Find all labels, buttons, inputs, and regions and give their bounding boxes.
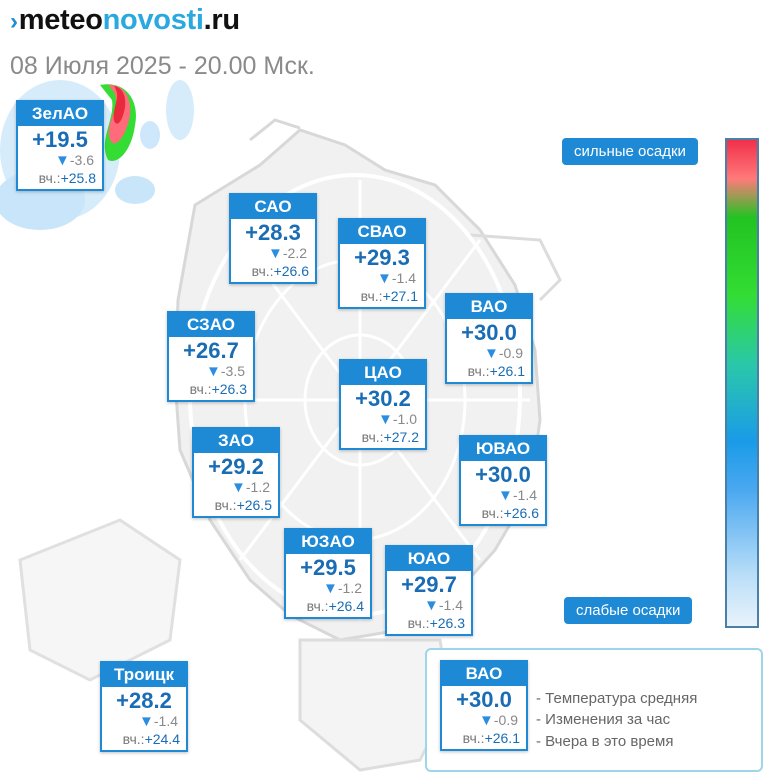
forecast-date: 08 Июля 2025 - 20.00 Мск. [10,52,315,80]
district-temperature: +30.0 [461,320,517,345]
down-triangle-icon: ▼ [139,713,154,730]
district-name: ЗелАО [18,102,102,126]
district-name: СВАО [340,220,424,244]
district-temperature: +29.2 [208,454,264,479]
district-card-yuzao: ЮЗАО +29.5 ▼-1.2 вч.:+26.4 [284,528,372,619]
down-triangle-icon: ▼ [484,345,499,362]
district-name: ЮАО [387,547,471,571]
district-card-svao: СВАО +29.3 ▼-1.4 вч.:+27.1 [338,218,426,309]
scale-label-strong: сильные осадки [562,138,698,165]
district-yesterday: вч.:+26.1 [467,363,525,379]
district-temperature: +28.2 [116,688,172,713]
district-name: СЗАО [169,313,253,337]
legend-sample-card: ВАО +30.0 ▼-0.9 вч.:+26.1 [440,660,528,751]
district-yesterday: вч.:+26.6 [251,263,309,279]
district-change: ▼-3.6 [55,152,94,169]
district-change: ▼-1.4 [498,487,537,504]
district-change: ▼-1.2 [323,580,362,597]
district-change: ▼-1.4 [377,270,416,287]
district-card-cao: ЦАО +30.2 ▼-1.0 вч.:+27.2 [339,359,427,450]
district-temperature: +29.7 [401,572,457,597]
district-card-yuao: ЮАО +29.7 ▼-1.4 вч.:+26.3 [385,545,473,636]
district-temperature: +30.2 [355,386,411,411]
district-name: ЦАО [341,361,425,385]
district-temperature: +28.3 [245,220,301,245]
down-triangle-icon: ▼ [268,245,283,262]
district-change: ▼-1.2 [231,479,270,496]
district-card-yuvao: ЮВАО +30.0 ▼-1.4 вч.:+26.6 [459,435,547,526]
down-triangle-icon: ▼ [231,479,246,496]
district-name: ВАО [447,295,531,319]
district-card-sao: САО +28.3 ▼-2.2 вч.:+26.6 [229,193,317,284]
district-temperature: +30.0 [456,687,512,712]
district-yesterday: вч.:+26.1 [462,730,520,746]
district-name: Троицк [102,663,186,687]
district-card-szao: СЗАО +26.7 ▼-3.5 вч.:+26.3 [167,311,255,402]
down-triangle-icon: ▼ [55,152,70,169]
down-triangle-icon: ▼ [378,411,393,428]
down-triangle-icon: ▼ [498,487,513,504]
site-logo[interactable]: ›meteonovosti.ru [10,4,240,36]
district-card-zelao: ЗелАО +19.5 ▼-3.6 вч.:+25.8 [16,100,104,191]
down-triangle-icon: ▼ [323,580,338,597]
district-name: ЮЗАО [286,530,370,554]
district-yesterday: вч.:+26.5 [214,497,272,513]
down-triangle-icon: ▼ [377,270,392,287]
district-name: САО [231,195,315,219]
down-triangle-icon: ▼ [424,597,439,614]
district-temperature: +29.3 [354,245,410,270]
district-yesterday: вч.:+26.3 [407,615,465,631]
district-yesterday: вч.:+26.6 [481,505,539,521]
scale-label-weak: слабые осадки [564,597,693,624]
logo-chevron-icon: › [10,8,18,35]
district-change: ▼-0.9 [484,345,523,362]
district-yesterday: вч.:+27.1 [360,288,418,304]
legend-text-yesterday: - Вчера в это время [536,733,674,750]
district-yesterday: вч.:+25.8 [38,170,96,186]
district-change: ▼-1.0 [378,411,417,428]
down-triangle-icon: ▼ [206,363,221,380]
district-yesterday: вч.:+26.3 [189,381,247,397]
district-card-troitsk: Троицк +28.2 ▼-1.4 вч.:+24.4 [100,661,188,752]
legend-text-temperature: - Температура средняя [536,690,698,707]
district-change: ▼-0.9 [479,712,518,729]
district-name: ЗАО [194,429,278,453]
district-change: ▼-2.2 [268,245,307,262]
district-change: ▼-1.4 [139,713,178,730]
district-temperature: +26.7 [183,338,239,363]
district-temperature: +19.5 [32,127,88,152]
district-yesterday: вч.:+24.4 [122,731,180,747]
district-name: ЮВАО [461,437,545,461]
down-triangle-icon: ▼ [479,712,494,729]
district-card-zao: ЗАО +29.2 ▼-1.2 вч.:+26.5 [192,427,280,518]
district-change: ▼-1.4 [424,597,463,614]
district-temperature: +29.5 [300,555,356,580]
district-temperature: +30.0 [475,462,531,487]
district-name: ВАО [442,662,526,686]
district-yesterday: вч.:+27.2 [361,429,419,445]
district-change: ▼-3.5 [206,363,245,380]
district-card-vao: ВАО +30.0 ▼-0.9 вч.:+26.1 [445,293,533,384]
district-yesterday: вч.:+26.4 [306,598,364,614]
legend-text-change: - Изменения за час [536,711,671,728]
precipitation-scale-bar [725,138,759,628]
